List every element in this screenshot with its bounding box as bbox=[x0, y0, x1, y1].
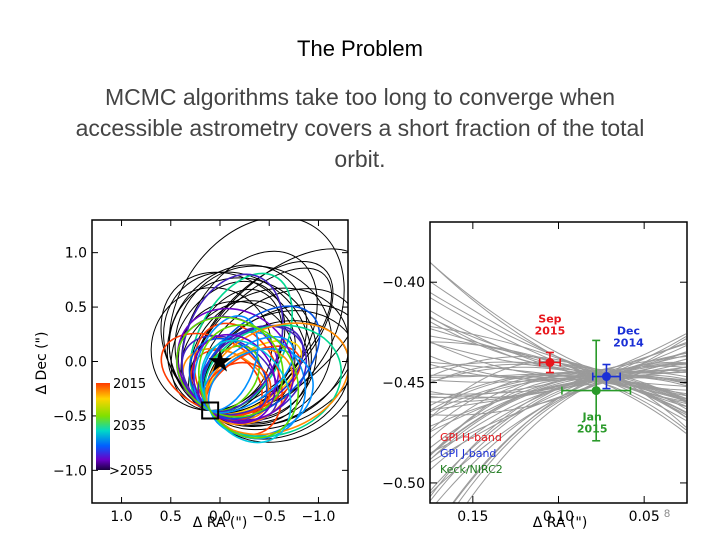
y-tick-label: −0.50 bbox=[382, 476, 425, 492]
y-tick-label: 0.0 bbox=[65, 355, 87, 371]
orbit-fit-curve bbox=[430, 342, 687, 399]
x-tick-label: 0.15 bbox=[457, 509, 488, 525]
orbit-fit-curve bbox=[430, 362, 687, 378]
orbit-fit-curve bbox=[430, 362, 687, 454]
astrometry-point: Dec 2014 bbox=[591, 325, 644, 390]
colorbar-label-2055: >2055 bbox=[109, 464, 153, 479]
host-star-icon: ★ bbox=[207, 345, 234, 380]
orbit-fit-curve bbox=[430, 262, 687, 400]
orbit-fit-curve bbox=[457, 374, 687, 503]
slide-title: The Problem bbox=[297, 36, 423, 61]
axis-ticks: 1.0 1.0 0.5 0.5 0.0 0.0 −0.5 −0.5 −1.0 −1.0 bbox=[53, 220, 348, 525]
legend: GPI H-band GPI J-band Keck/NIRC2 bbox=[440, 431, 503, 476]
colorbar-label-2015: 2015 bbox=[113, 377, 146, 392]
x-axis-label: Δ RA (") bbox=[533, 515, 588, 531]
x-tick-label: 0.05 bbox=[629, 509, 660, 525]
x-tick-label: 1.0 bbox=[110, 509, 132, 525]
astrometry-point: Sep 2015 bbox=[535, 313, 566, 374]
x-tick-label: 0.10 bbox=[543, 509, 574, 525]
x-tick-label: 0.5 bbox=[160, 509, 182, 525]
legend-entry: GPI J-band bbox=[440, 447, 496, 460]
orbit-fit-curve bbox=[430, 375, 687, 456]
point-label: Jan 2015 bbox=[577, 411, 608, 436]
orbit-fit-curve bbox=[430, 369, 687, 471]
x-tick-label: 0.0 bbox=[209, 509, 231, 525]
planet-position-box bbox=[201, 401, 220, 420]
orbit-fit-curve bbox=[430, 261, 687, 403]
orbit-track bbox=[150, 287, 273, 411]
x-tick-label: −1.0 bbox=[301, 509, 335, 525]
orbit-tracks bbox=[150, 220, 348, 444]
colorbar bbox=[96, 383, 110, 470]
orbit-fit-curve bbox=[430, 380, 687, 449]
y-tick-label: −0.40 bbox=[382, 275, 425, 291]
orbit-fit-curve bbox=[430, 341, 687, 378]
y-tick-label: 0.5 bbox=[65, 300, 87, 316]
orbit-track bbox=[201, 335, 295, 414]
y-tick-label: 1.0 bbox=[65, 246, 87, 262]
x-axis-label: Δ RA (") bbox=[193, 515, 248, 531]
orbit-fit-curve bbox=[430, 321, 687, 373]
orbit-fit-curve bbox=[430, 379, 687, 419]
point-label: Sep 2015 bbox=[535, 313, 566, 338]
orbit-fit-curve bbox=[430, 333, 687, 403]
y-tick-label: −1.0 bbox=[53, 463, 87, 479]
colorbar-label-2035: 2035 bbox=[113, 419, 146, 434]
orbit-fit-curve bbox=[430, 371, 687, 457]
axis-ticks: 0.15 0.10 0.05 −0.40 −0.45 −0.50 bbox=[382, 222, 687, 525]
legend-entry: GPI H-band bbox=[440, 431, 502, 444]
orbit-plot: 1.01.00.50.50.00.0−0.5−0.5−1.0−1.0 2015 … bbox=[34, 219, 349, 531]
y-tick-label: −0.45 bbox=[382, 376, 425, 392]
point-label: Dec 2014 bbox=[613, 325, 644, 350]
orbit-fit-curve bbox=[430, 356, 687, 433]
y-tick-label: −0.5 bbox=[53, 409, 87, 425]
slide-body-text: MCMC algorithms take too long to converg… bbox=[75, 84, 645, 172]
orbit-fit-curve bbox=[430, 363, 687, 434]
legend-entry: Keck/NIRC2 bbox=[440, 463, 503, 476]
page-number: 8 bbox=[664, 508, 671, 520]
orbit-fit-curve bbox=[430, 336, 687, 398]
y-axis-label: Δ Dec (") bbox=[34, 332, 50, 395]
orbit-fit-curve bbox=[430, 343, 687, 464]
orbit-fit-curve bbox=[430, 361, 687, 395]
astrometry-point: Jan 2015 bbox=[561, 339, 632, 442]
orbit-fit-curve bbox=[435, 364, 687, 503]
x-tick-label: −0.5 bbox=[252, 509, 286, 525]
astrometry-plot: Sep 2015 Dec 2014 Jan 2015 0.15 0.10 0.05 −0.40 −… bbox=[382, 221, 688, 531]
orbit-fit-curves bbox=[430, 261, 687, 503]
astrometry-points: Sep 2015 Dec 2014 Jan 2015 bbox=[535, 313, 644, 442]
orbit-fit-curve bbox=[430, 328, 687, 402]
